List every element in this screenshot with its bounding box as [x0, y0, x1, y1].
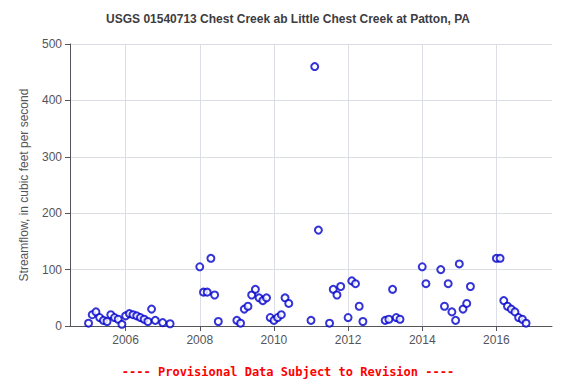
svg-text:USGS 01540713 Chest Creek ab L: USGS 01540713 Chest Creek ab Little Ches…: [106, 12, 470, 26]
svg-text:2010: 2010: [261, 333, 288, 347]
svg-text:100: 100: [42, 263, 62, 277]
svg-text:Streamflow, in cubic feet per: Streamflow, in cubic feet per second: [17, 89, 31, 282]
svg-text:500: 500: [42, 37, 62, 51]
svg-text:---- Provisional Data Subject: ---- Provisional Data Subject to Revisio…: [122, 365, 454, 379]
svg-text:200: 200: [42, 206, 62, 220]
svg-text:2012: 2012: [335, 333, 362, 347]
svg-text:0: 0: [55, 319, 62, 333]
svg-text:2016: 2016: [483, 333, 510, 347]
svg-text:2014: 2014: [409, 333, 436, 347]
svg-text:2006: 2006: [112, 333, 139, 347]
svg-text:300: 300: [42, 150, 62, 164]
svg-text:400: 400: [42, 93, 62, 107]
svg-text:2008: 2008: [186, 333, 213, 347]
